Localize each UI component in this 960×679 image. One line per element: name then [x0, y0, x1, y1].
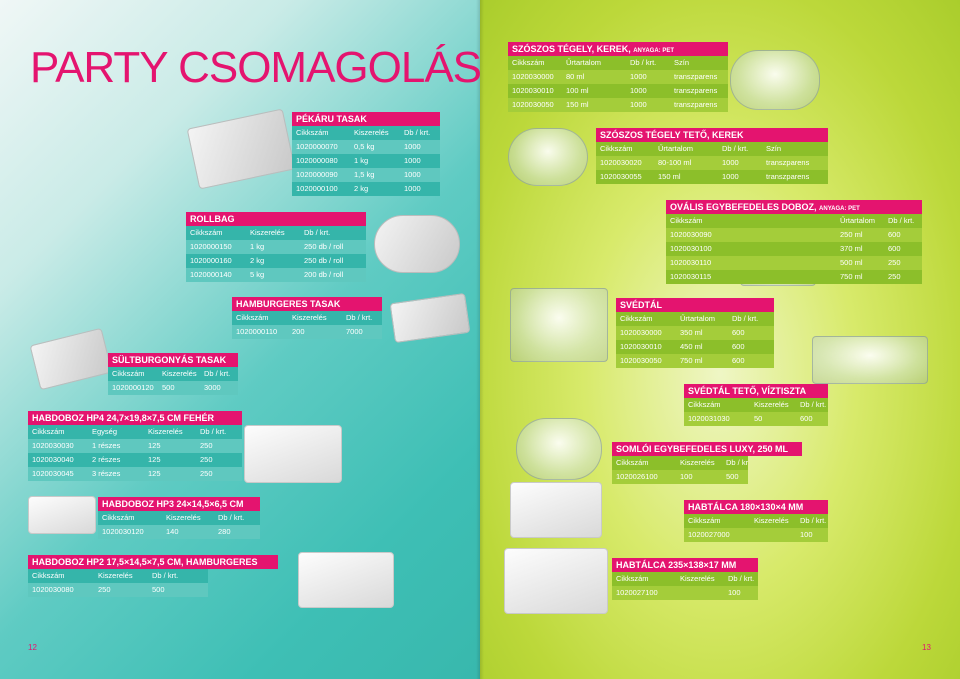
habtalca1-table: HABTÁLCA 180×130×4 MM Cikkszám Kiszerelés… [684, 500, 828, 542]
table-row: 1020030120 140 280 [98, 525, 260, 539]
svedtal-lid-image [812, 336, 928, 384]
table-header: Cikkszám Űrtartalom Db / krt. [666, 214, 922, 228]
ovalis-table: OVÁLIS EGYBEFEDELES DOBOZ, ANYAGA: PET C… [666, 200, 922, 284]
section-title: HABTÁLCA 235×138×17 MM [612, 558, 758, 572]
table-row: 1020030010 100 ml 1000 transzparens [508, 84, 728, 98]
section-title: HABDOBOZ HP4 24,7×19,8×7,5 CM FEHÉR [28, 411, 242, 425]
somloi-cup-image [516, 418, 602, 480]
section-title: PÉKÁRU TASAK [292, 112, 440, 126]
table-row: 1020030020 80-100 ml 1000 transzparens [596, 156, 828, 170]
section-title: SOMLÓI EGYBEFEDELES LUXY, 250 ML [612, 442, 802, 456]
table-row: 1020030115 750 ml 250 [666, 270, 922, 284]
table-row: 1020000150 1 kg 250 db / roll [186, 240, 366, 254]
table-header: Cikkszám Űrtartalom Db / krt. Szín [596, 142, 828, 156]
table-row: 1020000070 0,5 kg 1000 [292, 140, 440, 154]
table-header: Cikkszám Űrtartalom Db / krt. [616, 312, 774, 326]
table-row: 1020000080 1 kg 1000 [292, 154, 440, 168]
svedtal-image [510, 288, 608, 362]
sultburgonyas-table: SÜLTBURGONYÁS TASAK Cikkszám Kiszerelés Db… [108, 353, 238, 395]
table-row: 1020027100 100 [612, 586, 758, 600]
foam-tray-1-image [510, 482, 602, 538]
table-row: 1020000100 2 kg 1000 [292, 182, 440, 196]
section-title: HABTÁLCA 180×130×4 MM [684, 500, 828, 514]
pekaru-table: PÉKÁRU TASAK Cikkszám Kiszerelés Db / krt.… [292, 112, 440, 196]
table-row: 1020030045 3 részes 125 250 [28, 467, 242, 481]
page-gutter [476, 0, 484, 679]
table-header: Cikkszám Egység Kiszerelés Db / krt. [28, 425, 242, 439]
table-row: 1020030000 350 ml 600 [616, 326, 774, 340]
page-title: PARTY CSOMAGOLÁS [30, 43, 482, 92]
table-row: 1020030000 80 ml 1000 transzparens [508, 70, 728, 84]
svedtal-table: SVÉDTÁL Cikkszám Űrtartalom Db / krt. 1020… [616, 298, 774, 368]
table-header: Cikkszám Űrtartalom Db / krt. Szín [508, 56, 728, 70]
table-row: 1020000090 1,5 kg 1000 [292, 168, 440, 182]
section-title: SVÉDTÁL [616, 298, 774, 312]
sauce-cup-image [730, 50, 820, 110]
table-row: 1020000160 2 kg 250 db / roll [186, 254, 366, 268]
foam-tray-2-image [504, 548, 608, 614]
section-title: SZÓSZOS TÉGELY TETŐ, KEREK [596, 128, 828, 142]
svedtal-teto-table: SVÉDTÁL TETŐ, VÍZTISZTA Cikkszám Kiszerel… [684, 384, 828, 426]
section-title: SÜLTBURGONYÁS TASAK [108, 353, 238, 367]
table-row: 1020030110 500 ml 250 [666, 256, 922, 270]
table-row: 1020000140 5 kg 200 db / roll [186, 268, 366, 282]
table-row: 1020030050 150 ml 1000 transzparens [508, 98, 728, 112]
habtalca2-table: HABTÁLCA 235×138×17 MM Cikkszám Kiszerelé… [612, 558, 758, 600]
section-title: OVÁLIS EGYBEFEDELES DOBOZ, ANYAGA: PET [666, 200, 922, 214]
hp4-box-image [244, 425, 342, 483]
table-row: 1020000120 500 3000 [108, 381, 238, 395]
table-row: 1020030040 2 részes 125 250 [28, 453, 242, 467]
table-row: 1020030080 250 500 [28, 583, 208, 597]
table-row: 1020026100 100 500 [612, 470, 748, 484]
table-row: 1020030090 250 ml 600 [666, 228, 922, 242]
hp2-box-image [298, 552, 394, 608]
szoszos-teto-table: SZÓSZOS TÉGELY TETŐ, KEREK Cikkszám Űrtar… [596, 128, 828, 184]
table-row: 1020027000 100 [684, 528, 828, 542]
table-row: 1020030050 750 ml 600 [616, 354, 774, 368]
page-number-right: 13 [922, 643, 931, 652]
table-row: 1020030030 1 részes 125 250 [28, 439, 242, 453]
hp4-table: HABDOBOZ HP4 24,7×19,8×7,5 CM FEHÉR Cikk… [28, 411, 242, 481]
table-row: 1020030010 450 ml 600 [616, 340, 774, 354]
rollbag-table: ROLLBAG Cikkszám Kiszerelés Db / krt. 1020… [186, 212, 366, 282]
hp3-box-image [28, 496, 96, 534]
page-number-left: 12 [28, 643, 37, 652]
table-row: 1020000110 200 7000 [232, 325, 382, 339]
section-title: ROLLBAG [186, 212, 366, 226]
hp2-table: HABDOBOZ HP2 17,5×14,5×7,5 CM, HAMBURGER… [28, 555, 278, 597]
section-title: HABDOBOZ HP2 17,5×14,5×7,5 CM, HAMBURGER… [28, 555, 278, 569]
szoszos-tegely-table: SZÓSZOS TÉGELY, KEREK, ANYAGA: PET Cikks… [508, 42, 728, 112]
hp3-table: HABDOBOZ HP3 24×14,5×6,5 CM Cikkszám Kisz… [98, 497, 260, 539]
sauce-lid-image [508, 128, 588, 186]
table-row: 1020031030 50 600 [684, 412, 828, 426]
section-title: HAMBURGERES TASAK [232, 297, 382, 311]
table-row: 1020030055 150 ml 1000 transzparens [596, 170, 828, 184]
rollbag-image [374, 215, 460, 273]
somloi-table: SOMLÓI EGYBEFEDELES LUXY, 250 ML Cikkszá… [612, 442, 802, 484]
section-title: HABDOBOZ HP3 24×14,5×6,5 CM [98, 497, 260, 511]
table-row: 1020030100 370 ml 600 [666, 242, 922, 256]
section-title: SZÓSZOS TÉGELY, KEREK, ANYAGA: PET [508, 42, 728, 56]
hamburgeres-table: HAMBURGERES TASAK Cikkszám Kiszerelés Db /… [232, 297, 382, 339]
section-title: SVÉDTÁL TETŐ, VÍZTISZTA [684, 384, 828, 398]
